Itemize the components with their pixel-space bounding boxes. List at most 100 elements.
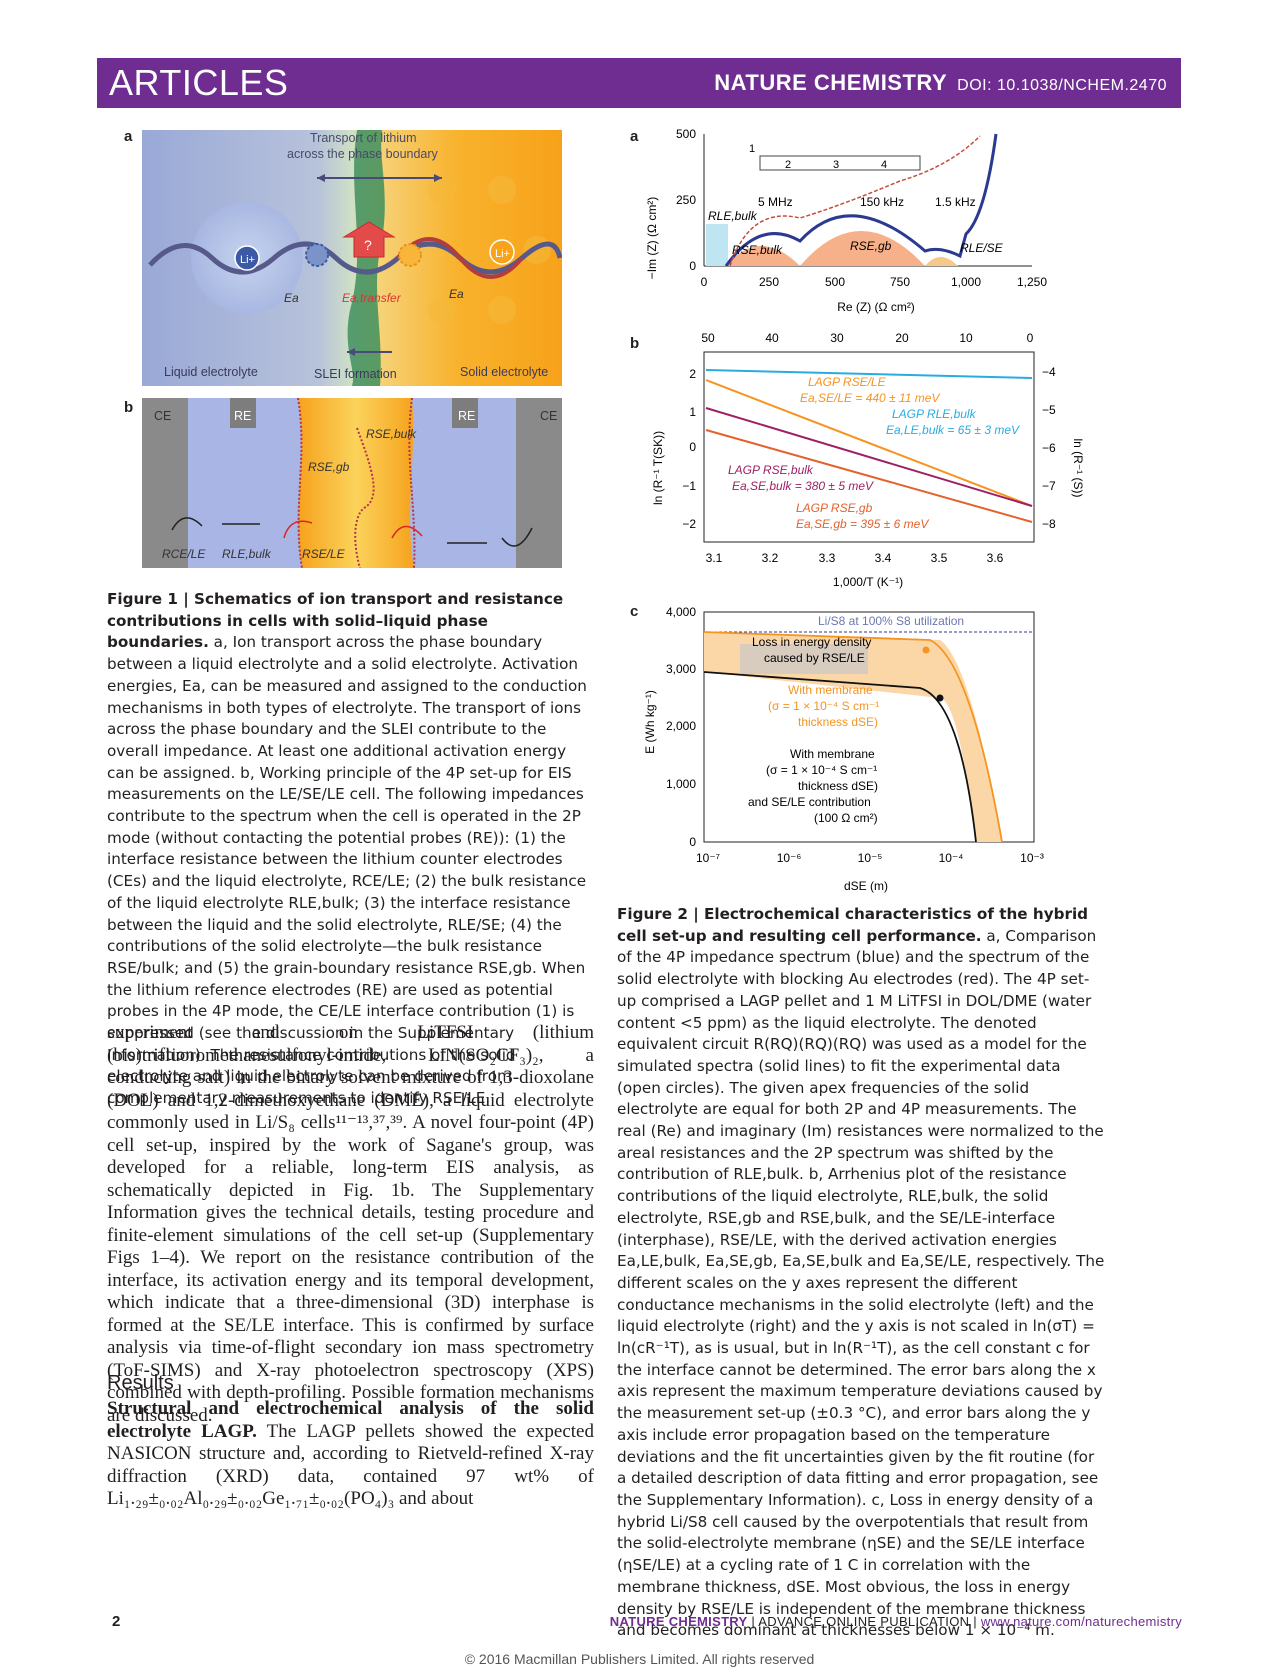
fig2a-xtick-1000: 1,000 — [951, 275, 981, 289]
section-title: ARTICLES — [109, 62, 289, 103]
footer-publication: NATURE CHEMISTRY | ADVANCE ONLINE PUBLIC… — [610, 1614, 1182, 1629]
fig2c-xtick-1e-6: 10⁻⁶ — [777, 851, 802, 865]
fig2b-l1e: Ea,SE/LE = 440 ± 11 meV — [800, 391, 940, 405]
fig2c-n2: (σ = 1 × 10⁻⁴ S cm⁻¹ — [766, 763, 877, 777]
fig1-caption-b: b, Working principle of the 4P set-up fo… — [107, 763, 587, 1108]
fig2a-circuit-1: 1 — [749, 143, 755, 155]
fig2b-arrhenius-plot: ln (R⁻¹ T(SK)) ln (R⁻¹ (S)) 1,000/T (K⁻¹… — [651, 331, 1085, 589]
fig2c-loss2: caused by RSE/LE — [764, 651, 865, 665]
fig2c-loss1: Loss in energy density — [752, 635, 871, 649]
fig2b-ytick-right-m4: −4 — [1042, 365, 1056, 379]
fig2c-ytick-2000: 2,000 — [666, 719, 696, 733]
fig2a-letter: a — [630, 128, 639, 145]
fig2b-ytick-0: 0 — [689, 440, 696, 454]
fig2c-n5: (100 Ω cm²) — [814, 811, 878, 825]
fig1a-transport2: across the phase boundary — [287, 147, 439, 161]
fig2a-r-le-se: RLE/SE — [960, 241, 1004, 255]
journal-header: NATURE CHEMISTRY DOI: 10.1038/NCHEM.2470 — [714, 70, 1167, 96]
li-ion-right: Li+ — [495, 248, 510, 260]
body-para2-title: Structural and electrochemical analysis … — [107, 1398, 594, 1442]
fig2b-xtick-3.4: 3.4 — [875, 551, 892, 565]
fig2b-l3: LAGP RSE,bulk — [728, 463, 814, 477]
fig2b-l2e: Ea,LE,bulk = 65 ± 3 meV — [886, 423, 1020, 437]
fig2a-f1: 5 MHz — [758, 195, 793, 209]
fig2b-ylabel: ln (R⁻¹ T(SK)) — [651, 431, 665, 505]
fig2-caption: Figure 2 | Electrochemical characteristi… — [617, 904, 1107, 1642]
fig1b-rle-bulk: RLE,bulk — [222, 547, 272, 561]
question-mark: ? — [364, 237, 372, 253]
fig1a-ea-transfer: Ea,transfer — [342, 291, 402, 305]
fig2b-toptick-10: 10 — [959, 331, 973, 345]
fig2c-xtick-1e-3: 10⁻³ — [1020, 851, 1044, 865]
journal-name: NATURE CHEMISTRY — [714, 70, 948, 95]
fig2a-circuit-3: 3 — [833, 159, 839, 171]
fig1b-rce-le: RCE/LE — [162, 547, 206, 561]
doi: DOI: 10.1038/NCHEM.2470 — [957, 77, 1167, 94]
fig2-caption-text: a, Comparison of the 4P impedance spectr… — [617, 926, 1105, 1640]
fig1-caption-a: a, Ion transport across the phase bounda… — [107, 633, 587, 782]
fig2c-n1: With membrane — [790, 747, 875, 761]
body-para2-text: The LAGP pellets showed the expected NAS… — [107, 1420, 594, 1510]
fig2c-ytick-3000: 3,000 — [666, 662, 696, 676]
fig2b-toptick-50: 50 — [701, 331, 715, 345]
fig2b-ytick-1: 1 — [689, 405, 696, 419]
fig2b-ytick-m2: −2 — [682, 517, 696, 531]
fig1a-transport: Transport of lithium — [310, 131, 417, 145]
fig2a-r-le-bulk: RLE,bulk — [708, 209, 758, 223]
fig2b-l4: LAGP RSE,gb — [796, 501, 873, 515]
fig2c-m2: (σ = 1 × 10⁻⁴ S cm⁻¹ — [768, 699, 879, 713]
fig2c-m1: With membrane — [788, 683, 873, 697]
fig2b-ytick-m1: −1 — [682, 479, 696, 493]
fig2b-ytick-right-m6: −6 — [1042, 441, 1056, 455]
fig2a-xtick-250: 250 — [759, 275, 779, 289]
fig1b-re-left: RE — [234, 409, 251, 423]
footer-issue: | ADVANCE ONLINE PUBLICATION | — [747, 1614, 981, 1629]
fig1b-ce-right: CE — [540, 409, 557, 423]
li-ion-left: Li+ — [240, 254, 255, 266]
fig1-caption: Figure 1 | Schematics of ion transport a… — [107, 589, 594, 1110]
fig2a-r-se-bulk: RSE,bulk — [732, 243, 783, 257]
fig2b-toptick-20: 20 — [895, 331, 909, 345]
fig2c-xlabel: dSE (m) — [844, 879, 888, 893]
fig2c-xtick-1e-7: 10⁻⁷ — [696, 851, 720, 865]
fig2c-xtick-1e-5: 10⁻⁵ — [858, 851, 883, 865]
fig2c-ytick-1000: 1,000 — [666, 777, 696, 791]
fig2c-letter: c — [630, 603, 639, 620]
fig2b-ytick-right-m7: −7 — [1042, 479, 1056, 493]
fig2c-m3: thickness dSE) — [798, 715, 878, 729]
fig2b-l4e: Ea,SE,gb = 395 ± 6 meV — [796, 517, 929, 531]
fig2b-toptick-30: 30 — [830, 331, 844, 345]
fig2a-r-se-gb: RSE,gb — [850, 239, 892, 253]
fig2b-xtick-3.6: 3.6 — [987, 551, 1004, 565]
fig1b-rse-gb: RSE,gb — [308, 460, 350, 474]
fig2a-xtick-500: 500 — [825, 275, 845, 289]
fig1b-rse-bulk: RSE,bulk — [366, 427, 417, 441]
fig2a-ytick-500: 500 — [676, 127, 696, 141]
fig1a-ea-left: Ea — [284, 291, 299, 305]
fig1b-letter: b — [124, 399, 134, 416]
fig1-caption-title: Figure 1 | Schematics of ion transport a… — [107, 590, 564, 652]
fig2b-letter: b — [630, 335, 640, 352]
fig2a-xlabel: Re (Z) (Ω cm²) — [837, 300, 915, 314]
fig2c-xtick-1e-4: 10⁻⁴ — [939, 851, 964, 865]
fig2b-xlabel: 1,000/T (K⁻¹) — [833, 575, 903, 589]
fig2b-l1: LAGP RSE/LE — [808, 375, 887, 389]
fig2a-ytick-250: 250 — [676, 193, 696, 207]
fig2b-toptick-0: 0 — [1027, 331, 1034, 345]
page-number: 2 — [112, 1613, 121, 1630]
fig2b-ylabel-right: ln (R⁻¹ (S)) — [1071, 439, 1085, 498]
fig2a-circuit-4: 4 — [881, 159, 887, 171]
fig2c-energy-density-plot: E (Wh kg⁻¹) dSE (m) 4,000 3,000 2,000 1,… — [643, 605, 1044, 893]
fig2c-n4: and SE/LE contribution — [748, 795, 871, 809]
fig2a-f2: 150 kHz — [860, 195, 904, 209]
fig2a-xtick-0: 0 — [701, 275, 708, 289]
fig2c-ylabel: E (Wh kg⁻¹) — [643, 690, 657, 754]
fig2b-ytick-right-m8: −8 — [1042, 517, 1056, 531]
fig1a-ea-right: Ea — [449, 287, 464, 301]
footer-url[interactable]: www.nature.com/naturechemistry — [980, 1614, 1182, 1629]
fig2b-l3e: Ea,SE,bulk = 380 ± 5 meV — [732, 479, 874, 493]
fig1a-slei: SLEI formation — [314, 367, 397, 381]
fig1b-schematic: CE RE RE CE RSE,bulk RSE,gb RCE/LE RLE,b… — [142, 398, 562, 568]
fig1a-solid: Solid electrolyte — [460, 365, 548, 379]
fig1b-ce-left: CE — [154, 409, 171, 423]
